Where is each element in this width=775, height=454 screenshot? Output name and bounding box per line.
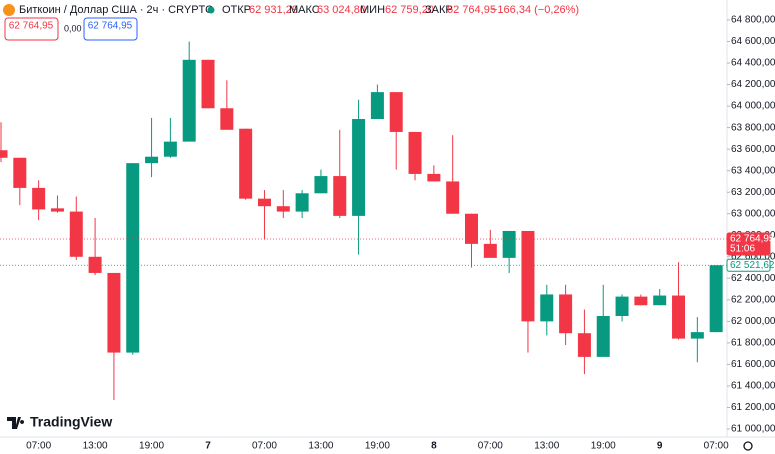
y-tick-label: 64 000,00 — [731, 101, 775, 112]
x-tick-label: 8 — [431, 441, 437, 452]
sell-price: 62 764,95 — [9, 21, 54, 32]
candle-body — [50, 208, 64, 212]
change: −166,34 (−0,26%) — [491, 4, 579, 16]
x-tick-label: 07:00 — [26, 441, 51, 452]
x-tick-label: 07:00 — [478, 441, 503, 452]
candle-body — [690, 332, 704, 339]
candle-body — [333, 176, 347, 216]
candle-body — [201, 59, 215, 109]
y-tick-label: 62 400,00 — [731, 273, 775, 284]
buy-price: 62 764,95 — [88, 21, 133, 32]
price-label-box — [726, 232, 771, 256]
open-label: ОТКР — [222, 4, 251, 16]
candle-body — [295, 193, 309, 212]
y-tick-label: 61 800,00 — [731, 338, 775, 349]
price-label-box — [726, 258, 771, 272]
low-label: МИН — [360, 4, 385, 16]
y-tick-label: 62 000,00 — [731, 316, 775, 327]
y-tick-label: 64 400,00 — [731, 58, 775, 69]
y-tick-label: 62 600,00 — [731, 251, 775, 262]
close-label: ЗАКР — [425, 4, 453, 16]
candle-body — [483, 243, 497, 258]
candle-body — [126, 163, 140, 353]
logo-icon — [7, 417, 25, 429]
y-tick-label: 64 800,00 — [731, 15, 775, 26]
candle-body — [182, 59, 196, 142]
y-tick-label: 61 400,00 — [731, 381, 775, 392]
candle-body — [559, 294, 573, 334]
y-tick-label: 61 600,00 — [731, 359, 775, 370]
settings[interactable] — [743, 441, 753, 451]
candle-body — [653, 295, 667, 306]
candle-body — [540, 294, 554, 322]
candle-body — [32, 187, 46, 210]
logo: TradingView — [30, 414, 112, 430]
candle-body — [239, 128, 253, 199]
y-tick-label: 61 200,00 — [731, 402, 775, 413]
x-tick-label: 19:00 — [139, 441, 164, 452]
countdown: 51:06 — [730, 244, 755, 255]
high-value: 63 024,80 — [317, 4, 366, 16]
candle-body — [69, 211, 83, 257]
candle-body — [0, 150, 8, 158]
price-label: 62 764,95 — [730, 234, 775, 245]
candle-body — [427, 173, 441, 182]
candle-body — [446, 181, 460, 214]
y-tick-label: 61 000,00 — [731, 424, 775, 435]
x-tick-label: 07:00 — [252, 441, 277, 452]
candle-body — [88, 256, 102, 273]
candle-body — [13, 157, 27, 188]
candle-body — [389, 92, 403, 132]
open-value: 62 931,29 — [249, 4, 298, 16]
y-tick-label: 63 600,00 — [731, 144, 775, 155]
buy-button[interactable] — [83, 17, 138, 41]
y-tick-label: 62 200,00 — [731, 294, 775, 305]
candle-body — [672, 295, 686, 339]
symbol[interactable]: Биткоин / Доллар США · 2ч · CRYPTO — [19, 4, 214, 16]
candle-body — [257, 198, 271, 207]
candle-body — [370, 92, 384, 120]
candle-body — [220, 108, 234, 130]
candle-body — [107, 272, 121, 353]
candle-body — [615, 296, 629, 316]
x-tick-label: 13:00 — [534, 441, 559, 452]
y-tick-label: 64 200,00 — [731, 79, 775, 90]
high-label: МАКС — [289, 4, 320, 16]
candle-body — [465, 213, 478, 244]
close-value: 62 764,95 — [447, 4, 496, 16]
x-tick-label: 9 — [657, 441, 663, 452]
candle-body — [634, 296, 648, 306]
x-tick-label: 19:00 — [365, 441, 390, 452]
candle-body — [709, 265, 723, 333]
x-tick-label: 07:00 — [704, 441, 729, 452]
sell-button[interactable] — [4, 17, 59, 41]
market-status — [207, 6, 215, 14]
candle-body — [596, 315, 610, 357]
candle-body — [352, 119, 366, 216]
y-tick-label: 64 600,00 — [731, 36, 775, 47]
price-label: 62 521,62 — [730, 260, 775, 271]
low-value: 62 759,20 — [385, 4, 434, 16]
x-tick-label: 13:00 — [308, 441, 333, 452]
candle-body — [314, 176, 328, 194]
coin-icon — [3, 4, 15, 16]
candle-body — [577, 333, 591, 357]
y-tick-label: 63 000,00 — [731, 208, 775, 219]
candle-body — [145, 156, 159, 164]
y-tick-label: 63 400,00 — [731, 165, 775, 176]
x-tick-label: 7 — [205, 441, 211, 452]
candle-body — [163, 141, 177, 157]
y-tick-label: 63 800,00 — [731, 122, 775, 133]
spread: 0,00 — [64, 23, 82, 33]
x-tick-label: 19:00 — [591, 441, 616, 452]
y-tick-label: 63 200,00 — [731, 187, 775, 198]
candle-body — [502, 230, 516, 258]
candle-body — [521, 230, 535, 322]
candle-body — [276, 206, 290, 212]
x-tick-label: 13:00 — [83, 441, 108, 452]
candle-body — [408, 131, 422, 174]
